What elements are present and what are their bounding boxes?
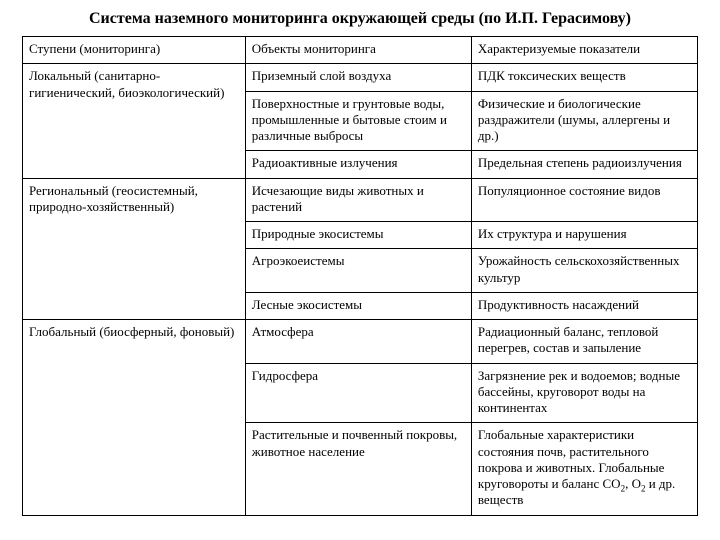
monitoring-table: Ступени (мониторинга) Объекты мониторинг… <box>22 36 698 516</box>
object-cell: Природные экосистемы <box>245 222 471 249</box>
level-cell-global: Глобальный (биосферный, фоновый) <box>23 320 246 516</box>
header-cell-levels: Ступени (мониторинга) <box>23 37 246 64</box>
header-cell-objects: Объекты мониторинга <box>245 37 471 64</box>
object-cell: Агроэкоеистемы <box>245 249 471 293</box>
object-cell: Исчезающие виды животных и растений <box>245 178 471 222</box>
object-cell: Приземный слой воздуха <box>245 64 471 91</box>
indicator-cell: Предельная степень радиоизлучения <box>471 151 697 178</box>
indicator-cell: Урожайность сельскохозяйственных культур <box>471 249 697 293</box>
table-row: Региональный (геосистемный, природно-хоз… <box>23 178 698 222</box>
indicator-cell: Физические и биологические раздражители … <box>471 91 697 151</box>
indicator-cell: Радиационный баланс, тепловой перегрев, … <box>471 320 697 364</box>
indicator-cell: Популяционное состояние видов <box>471 178 697 222</box>
indicator-cell: Их структура и нарушения <box>471 222 697 249</box>
level-cell-regional: Региональный (геосистемный, природно-хоз… <box>23 178 246 320</box>
indicator-cell: ПДК токсических веществ <box>471 64 697 91</box>
object-cell: Лесные экосистемы <box>245 292 471 319</box>
object-cell: Растительные и почвенный покровы, животн… <box>245 423 471 515</box>
page: Система наземного мониторинга окружающей… <box>0 0 720 516</box>
indicator-cell: Загрязнение рек и водоемов; водные бассе… <box>471 363 697 423</box>
page-title: Система наземного мониторинга окружающей… <box>22 10 698 28</box>
header-cell-indicators: Характеризуемые показатели <box>471 37 697 64</box>
object-cell: Радиоактивные излучения <box>245 151 471 178</box>
level-cell-local: Локальный (санитарно-гигиенический, биоэ… <box>23 64 246 178</box>
object-cell: Гидросфера <box>245 363 471 423</box>
table-header-row: Ступени (мониторинга) Объекты мониторинг… <box>23 37 698 64</box>
indicator-cell: Глобальные характеристики состояния почв… <box>471 423 697 515</box>
indicator-cell: Продуктивность насаждений <box>471 292 697 319</box>
table-row: Глобальный (биосферный, фоновый) Атмосфе… <box>23 320 698 364</box>
object-cell: Атмосфера <box>245 320 471 364</box>
table-row: Локальный (санитарно-гигиенический, биоэ… <box>23 64 698 91</box>
object-cell: Поверхностные и грунтовые воды, промышле… <box>245 91 471 151</box>
